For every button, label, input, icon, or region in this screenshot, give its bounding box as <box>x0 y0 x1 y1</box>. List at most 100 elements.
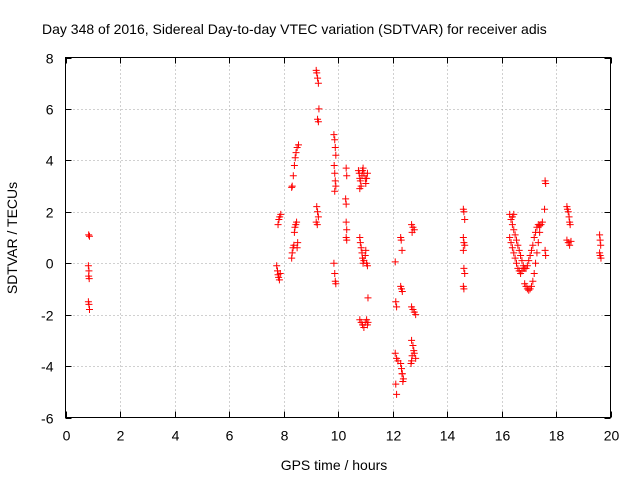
data-point <box>290 228 298 236</box>
data-point <box>530 234 538 241</box>
data-point <box>392 298 400 306</box>
x-tick-label: 20 <box>604 428 620 444</box>
data-point <box>596 231 604 239</box>
data-point <box>460 264 468 272</box>
data-point <box>356 185 364 193</box>
data-point <box>314 74 322 82</box>
data-point <box>511 254 519 262</box>
data-point <box>407 360 415 367</box>
data-point <box>315 105 323 113</box>
data-point <box>529 277 537 285</box>
data-point <box>461 270 469 277</box>
data-point <box>534 239 542 247</box>
data-point <box>506 234 514 241</box>
data-point <box>511 231 519 239</box>
y-tick-label: 8 <box>46 51 54 67</box>
data-point <box>542 252 550 259</box>
data-point <box>314 208 322 216</box>
data-point <box>392 380 400 388</box>
data-point <box>398 288 406 295</box>
data-point <box>525 286 533 294</box>
data-point <box>532 259 540 267</box>
data-point <box>85 231 93 239</box>
y-tick-label: 4 <box>46 153 54 169</box>
data-point <box>567 237 575 245</box>
data-point <box>363 262 371 270</box>
data-point <box>331 177 339 185</box>
x-tick-label: 4 <box>172 428 180 444</box>
data-point <box>356 239 364 247</box>
data-point <box>512 236 520 244</box>
data-point <box>409 342 417 349</box>
data-point <box>313 221 321 229</box>
data-point <box>313 69 321 77</box>
data-point <box>596 236 604 244</box>
y-axis-label: SDTVAR / TECUs <box>4 182 20 294</box>
y-tick-label: -4 <box>41 359 54 375</box>
x-tick-label: 14 <box>440 428 456 444</box>
data-point <box>515 246 523 254</box>
grid <box>65 57 611 418</box>
data-point <box>356 177 364 185</box>
data-point <box>364 294 372 302</box>
data-point <box>408 228 416 236</box>
data-point <box>566 221 574 229</box>
data-point <box>459 234 467 241</box>
data-point <box>519 264 527 272</box>
x-tick-label: 10 <box>331 428 347 444</box>
data-point <box>84 262 92 270</box>
data-point <box>361 252 369 259</box>
data-point <box>461 241 469 249</box>
data-point <box>277 210 285 218</box>
data-point <box>274 221 282 229</box>
data-point <box>330 162 338 169</box>
data-point <box>289 172 297 180</box>
data-point <box>362 180 370 187</box>
x-tick-label: 12 <box>386 428 402 444</box>
x-tick-label: 8 <box>281 428 289 444</box>
data-point <box>525 257 533 265</box>
data-point <box>342 195 350 203</box>
y-tick-label: -2 <box>41 308 54 324</box>
data-point <box>291 154 299 162</box>
data-point <box>363 169 371 177</box>
data-point <box>314 79 322 87</box>
y-tick-label: 6 <box>46 102 54 118</box>
data-point <box>342 164 350 172</box>
data-point <box>408 352 416 360</box>
data-point <box>460 208 468 216</box>
data-point <box>288 254 296 262</box>
data-point <box>85 300 93 308</box>
data-point <box>410 347 418 355</box>
chart-title: Day 348 of 2016, Sidereal Day-to-day VTE… <box>42 21 547 37</box>
data-point <box>342 200 350 208</box>
data-point <box>408 336 416 344</box>
x-tick-labels: 0 2 4 6 8 10 12 14 16 18 20 <box>63 428 620 444</box>
data-point <box>529 241 537 249</box>
data-point <box>459 246 467 254</box>
data-point <box>363 174 371 182</box>
data-point <box>85 306 93 313</box>
data-point <box>510 226 518 234</box>
data-point <box>293 244 301 252</box>
data-point <box>343 172 351 180</box>
x-tick-label: 2 <box>117 428 125 444</box>
data-point <box>331 270 339 277</box>
data-point <box>514 241 522 249</box>
data-point <box>294 141 302 149</box>
data-point <box>566 241 574 249</box>
data-point <box>360 324 368 331</box>
data-point <box>398 370 406 378</box>
data-point <box>536 222 544 230</box>
data-point <box>597 241 605 249</box>
data-point <box>510 249 518 257</box>
data-point <box>330 131 338 139</box>
x-axis-label: GPS time / hours <box>281 457 388 473</box>
y-tick-labels: -6 -4 -2 0 2 4 6 8 <box>41 51 54 427</box>
data-point <box>332 151 340 159</box>
data-point <box>293 218 301 226</box>
data-point <box>523 262 531 270</box>
data-point <box>541 205 549 213</box>
data-point <box>461 216 469 223</box>
